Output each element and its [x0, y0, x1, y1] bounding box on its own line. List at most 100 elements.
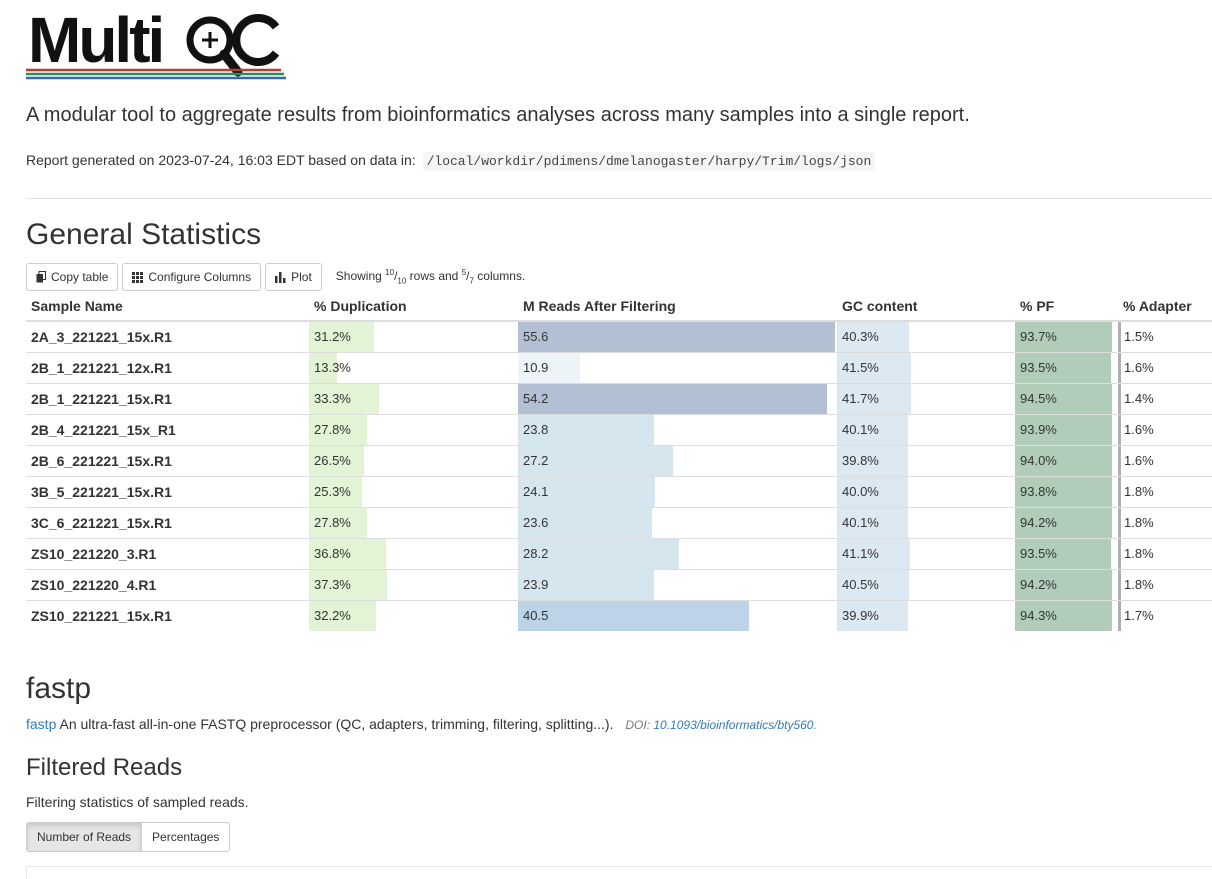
- sample-name-cell: 2B_1_221221_15x.R1: [26, 383, 309, 415]
- sample-name-cell: ZS10_221220_3.R1: [26, 538, 309, 570]
- adapter-cell: 1.8%: [1118, 476, 1212, 508]
- gc-content-bar: [837, 508, 908, 538]
- reads-after-filtering-value: 23.9: [523, 577, 549, 592]
- reads-after-filtering-cell: 23.8: [518, 414, 837, 446]
- reads-after-filtering-cell: 28.2: [518, 538, 837, 570]
- table-header-row: Sample Name % Duplication M Reads After …: [26, 292, 1212, 322]
- adapter-cell: 1.8%: [1118, 569, 1212, 601]
- gc-content-value: 40.0%: [842, 484, 879, 499]
- column-header-gc-content[interactable]: GC content: [837, 292, 1015, 322]
- duplication-bar: [309, 353, 337, 383]
- gc-content-cell: 40.1%: [837, 507, 1015, 539]
- sample-name-cell: 3B_5_221221_15x.R1: [26, 476, 309, 508]
- gc-content-bar: [837, 539, 910, 569]
- adapter-cell: 1.4%: [1118, 383, 1212, 415]
- pf-cell: 93.5%: [1015, 538, 1118, 570]
- sample-name-cell: ZS10_221221_15x.R1: [26, 600, 309, 631]
- svg-text:Multi: Multi: [28, 10, 162, 76]
- table-body: 2A_3_221221_15x.R1 31.2% 55.6 40.3% 93.7% 1.5…: [26, 321, 1212, 631]
- filtered-reads-description: Filtering statistics of sampled reads.: [26, 794, 249, 810]
- adapter-value: 1.8%: [1124, 515, 1154, 530]
- reads-after-filtering-bar: [518, 353, 580, 383]
- duplication-value: 33.3%: [314, 391, 351, 406]
- doi-link[interactable]: 10.1093/bioinformatics/bty560: [653, 718, 814, 732]
- table-row: ZS10_221220_4.R1 37.3% 23.9 40.5% 94.2% 1.8%: [26, 569, 1212, 601]
- pf-value: 94.2%: [1020, 577, 1057, 592]
- pf-value: 93.7%: [1020, 329, 1057, 344]
- pf-value: 93.5%: [1020, 360, 1057, 375]
- plot-container: [26, 866, 1212, 879]
- adapter-value: 1.5%: [1124, 329, 1154, 344]
- cols-shown: 5: [461, 268, 467, 278]
- copy-icon: [36, 271, 46, 283]
- tab-percentages[interactable]: Percentages: [142, 822, 231, 852]
- adapter-value: 1.6%: [1124, 453, 1154, 468]
- duplication-cell: 33.3%: [309, 383, 518, 415]
- duplication-bar: [309, 570, 387, 600]
- adapter-cell: 1.6%: [1118, 414, 1212, 446]
- reads-after-filtering-cell: 23.9: [518, 569, 837, 601]
- pf-bar: [1015, 353, 1111, 383]
- gc-content-value: 40.1%: [842, 422, 879, 437]
- duplication-bar: [309, 601, 376, 631]
- fastp-link[interactable]: fastp: [26, 716, 57, 732]
- fastp-description: fastp An ultra-fast all-in-one FASTQ pre…: [26, 716, 817, 732]
- showing-prefix: Showing: [335, 269, 382, 284]
- reads-after-filtering-value: 23.8: [523, 422, 549, 437]
- reads-after-filtering-value: 40.5: [523, 608, 549, 623]
- rows-word: rows and: [409, 269, 459, 284]
- duplication-bar: [309, 322, 374, 352]
- pf-bar: [1015, 477, 1112, 507]
- plot-switch-buttons: Number of Reads Percentages: [26, 822, 231, 852]
- duplication-bar: [309, 415, 367, 445]
- pf-cell: 93.7%: [1015, 321, 1118, 353]
- gc-content-cell: 41.7%: [837, 383, 1015, 415]
- reads-after-filtering-value: 10.9: [523, 360, 549, 375]
- duplication-value: 27.8%: [314, 422, 351, 437]
- adapter-cell: 1.8%: [1118, 538, 1212, 570]
- showing-summary: Showing 10/10 rows and 5/7 columns.: [335, 268, 526, 286]
- column-header-sample-name[interactable]: Sample Name: [26, 292, 309, 322]
- copy-table-button[interactable]: Copy table: [26, 263, 119, 291]
- reads-after-filtering-value: 24.1: [523, 484, 549, 499]
- column-header-reads-after-filtering[interactable]: M Reads After Filtering: [518, 292, 837, 322]
- sample-name-cell: ZS10_221220_4.R1: [26, 569, 309, 601]
- reads-after-filtering-cell: 27.2: [518, 445, 837, 477]
- duplication-cell: 26.5%: [309, 445, 518, 477]
- generated-text: Report generated on 2023-07-24, 16:03 ED…: [26, 152, 416, 168]
- pf-bar: [1015, 570, 1112, 600]
- gc-content-value: 39.8%: [842, 453, 879, 468]
- gc-content-bar: [837, 570, 909, 600]
- reads-after-filtering-cell: 10.9: [518, 352, 837, 384]
- duplication-bar: [309, 477, 362, 507]
- gc-content-bar: [837, 353, 911, 383]
- rows-shown: 10: [385, 268, 395, 278]
- gc-content-cell: 41.1%: [837, 538, 1015, 570]
- duplication-value: 32.2%: [314, 608, 351, 623]
- column-header-duplication[interactable]: % Duplication: [309, 292, 518, 322]
- gc-content-bar: [837, 384, 911, 414]
- duplication-value: 13.3%: [314, 360, 351, 375]
- gc-content-value: 41.5%: [842, 360, 879, 375]
- fastp-description-text: An ultra-fast all-in-one FASTQ preproces…: [59, 716, 614, 732]
- duplication-cell: 31.2%: [309, 321, 518, 353]
- pf-bar: [1015, 601, 1112, 631]
- duplication-cell: 37.3%: [309, 569, 518, 601]
- configure-columns-button[interactable]: Configure Columns: [122, 263, 262, 291]
- reads-after-filtering-bar: [518, 539, 679, 569]
- doi-citation: DOI: 10.1093/bioinformatics/bty560.: [625, 718, 817, 732]
- column-header-adapter[interactable]: % Adapter: [1118, 292, 1212, 322]
- pf-cell: 94.2%: [1015, 507, 1118, 539]
- tab-number-of-reads[interactable]: Number of Reads: [26, 822, 143, 852]
- doi-prefix: DOI:: [625, 718, 651, 732]
- gc-content-value: 40.1%: [842, 515, 879, 530]
- plot-button[interactable]: Plot: [265, 263, 322, 291]
- adapter-value: 1.6%: [1124, 360, 1154, 375]
- reads-after-filtering-cell: 40.5: [518, 600, 837, 631]
- duplication-cell: 32.2%: [309, 600, 518, 631]
- column-header-pf[interactable]: % PF: [1015, 292, 1118, 322]
- adapter-cell: 1.6%: [1118, 352, 1212, 384]
- adapter-cell: 1.7%: [1118, 600, 1212, 631]
- gc-content-bar: [837, 601, 908, 631]
- gc-content-value: 40.5%: [842, 577, 879, 592]
